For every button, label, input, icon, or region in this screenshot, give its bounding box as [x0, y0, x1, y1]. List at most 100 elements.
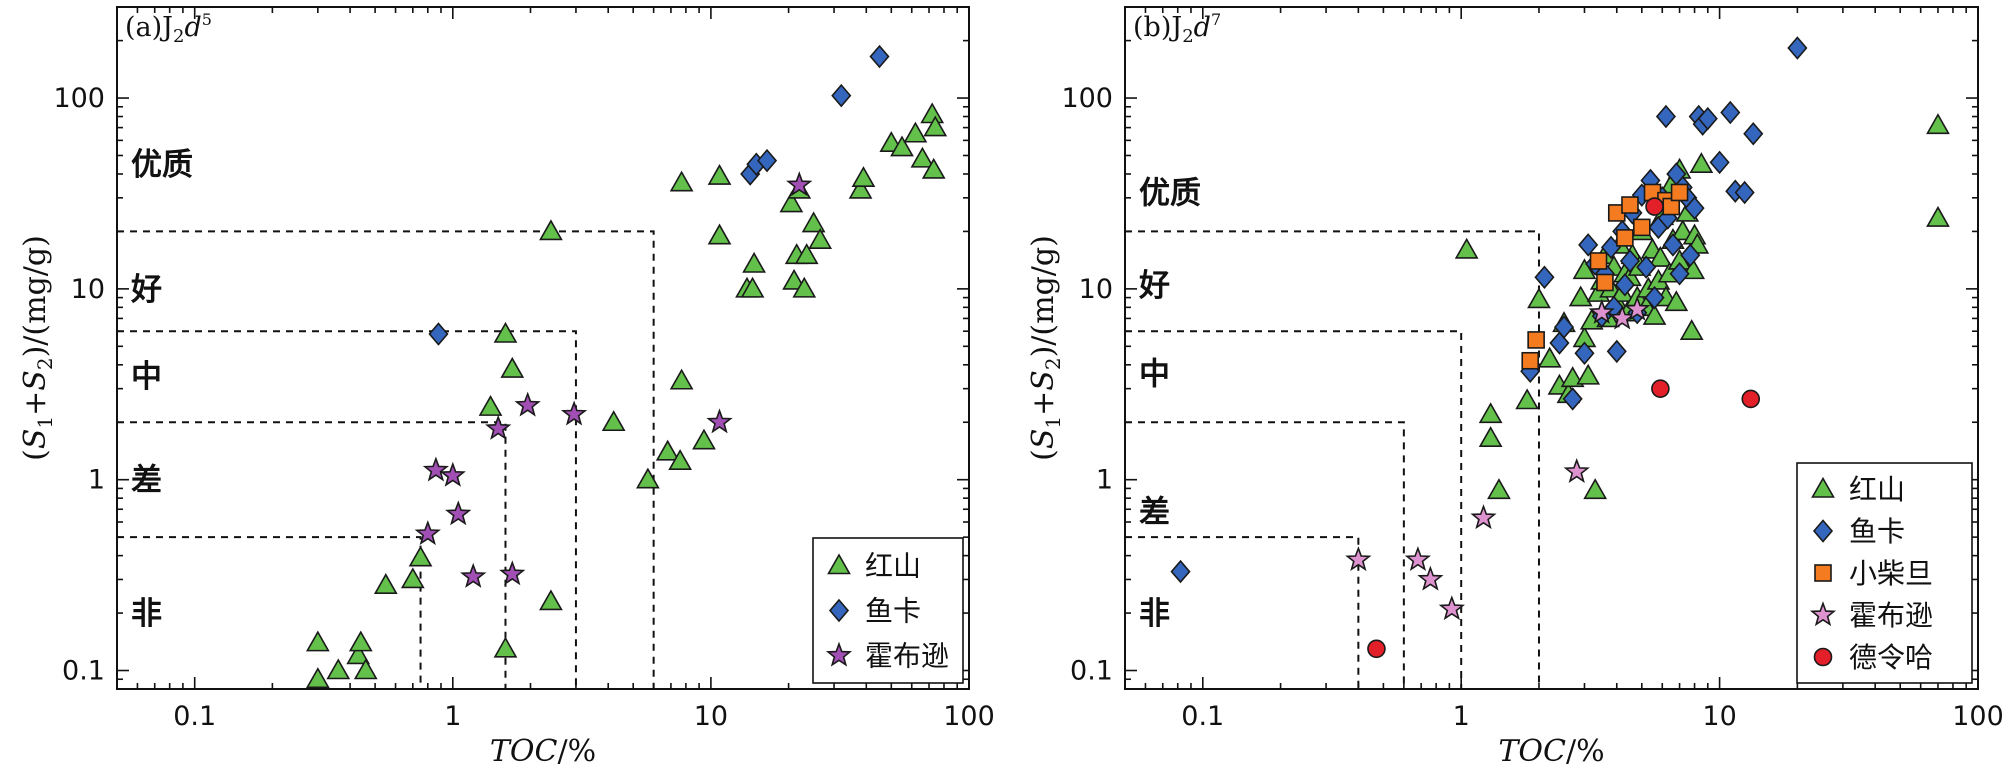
- zone-label: 优质: [1139, 175, 1201, 211]
- legend-label: 红山: [865, 550, 921, 583]
- legend-marker: [828, 598, 850, 623]
- data-point: [1515, 388, 1540, 410]
- series-circle: [1367, 197, 1761, 659]
- x-tick-label: 10: [1702, 701, 1736, 732]
- data-point: [786, 171, 813, 197]
- series-square: [1521, 183, 1689, 370]
- zone-label: 差: [1139, 495, 1170, 531]
- data-point: [740, 276, 765, 298]
- x-tick-label: 1: [444, 701, 461, 732]
- y-tick-label: 10: [1079, 274, 1113, 305]
- y-axis-label: (S1+S2)/(mg/g): [18, 235, 57, 461]
- legend-marker: [1814, 564, 1832, 582]
- legend-marker: [1813, 647, 1833, 667]
- data-point: [1662, 233, 1684, 257]
- classification-guides: [1125, 230, 1540, 689]
- y-axis-label: (S1+S2)/(mg/g): [1026, 235, 1065, 461]
- data-point: [1644, 285, 1665, 310]
- data-point: [346, 643, 371, 665]
- data-point: [373, 573, 398, 594]
- data-point: [869, 44, 890, 69]
- data-point: [707, 163, 732, 185]
- data-point: [669, 368, 694, 390]
- series-star: [414, 171, 813, 588]
- data-point: [1588, 298, 1615, 324]
- data-point: [1521, 351, 1540, 370]
- data-point: [1926, 205, 1950, 227]
- data-point: [1404, 546, 1431, 572]
- data-point: [500, 356, 525, 378]
- classification-guides: [117, 230, 655, 689]
- guide-line: [117, 536, 422, 689]
- data-point: [1624, 295, 1651, 321]
- data-point: [1655, 104, 1677, 129]
- data-point: [1621, 196, 1639, 214]
- data-point: [1454, 237, 1479, 259]
- zone-label: 非: [1139, 596, 1170, 632]
- data-point: [1596, 273, 1614, 292]
- x-tick-label: 0.1: [173, 701, 216, 732]
- data-point: [1170, 559, 1191, 584]
- data-point: [400, 567, 425, 589]
- tick-marks: [1124, 6, 1979, 690]
- data-point: [808, 228, 833, 249]
- panel-a: 0.1 1 10 100 0.1 1 10 100 TOC/% (S1+S2)/(mg/g) (a)…: [18, 6, 995, 769]
- data-point: [1679, 319, 1704, 340]
- tick-marks: [116, 6, 970, 690]
- zone-label: 中: [1139, 357, 1170, 393]
- y-tick-label: 0.1: [62, 656, 105, 687]
- data-point: [1743, 122, 1764, 146]
- data-point: [921, 157, 946, 179]
- data-point: [1609, 304, 1636, 330]
- data-point: [742, 251, 766, 273]
- data-point: [445, 500, 472, 526]
- guide-line: [1125, 230, 1540, 689]
- y-tick-label: 0.1: [1070, 656, 1113, 687]
- x-tick-label: 100: [943, 701, 995, 732]
- data-point: [1616, 229, 1634, 247]
- legend-marker: [1811, 476, 1835, 498]
- data-point: [1534, 265, 1555, 290]
- data-point: [1636, 255, 1657, 279]
- series-star: [1345, 295, 1651, 621]
- x-tick-label: 10: [694, 701, 728, 732]
- data-point: [782, 268, 806, 290]
- data-point: [414, 520, 441, 546]
- zone-label: 中: [131, 359, 162, 395]
- data-point: [1576, 363, 1601, 385]
- data-point: [1926, 113, 1950, 135]
- y-tick-label: 10: [71, 274, 105, 305]
- data-point: [348, 630, 373, 652]
- data-point: [1645, 197, 1664, 216]
- data-point: [920, 102, 945, 124]
- x-tick-label: 100: [1952, 701, 2003, 732]
- zone-label: 差: [131, 463, 162, 499]
- data-point: [848, 177, 873, 199]
- guide-line: [117, 330, 577, 689]
- data-point: [923, 115, 948, 137]
- guide-line: [117, 230, 655, 689]
- data-point: [478, 395, 503, 416]
- data-point: [1367, 639, 1386, 659]
- data-point: [1689, 152, 1714, 174]
- y-tick-label: 100: [1061, 83, 1113, 114]
- data-point: [890, 135, 914, 157]
- data-point: [1642, 303, 1667, 325]
- data-point: [655, 439, 680, 461]
- data-point: [692, 428, 716, 450]
- data-point: [408, 545, 433, 567]
- data-point: [1583, 478, 1608, 500]
- series-diamond: [1170, 36, 1808, 584]
- data-point: [1438, 595, 1465, 621]
- data-point: [1487, 478, 1511, 500]
- data-point: [539, 219, 563, 241]
- panel-title: (a)J2d5: [125, 10, 212, 47]
- data-point: [1568, 285, 1593, 307]
- legend-label: 红山: [1849, 473, 1905, 506]
- data-point: [539, 589, 563, 611]
- data-point: [1697, 106, 1718, 131]
- data-point: [1560, 366, 1585, 388]
- data-point: [707, 223, 732, 245]
- plot-frame: [116, 6, 970, 690]
